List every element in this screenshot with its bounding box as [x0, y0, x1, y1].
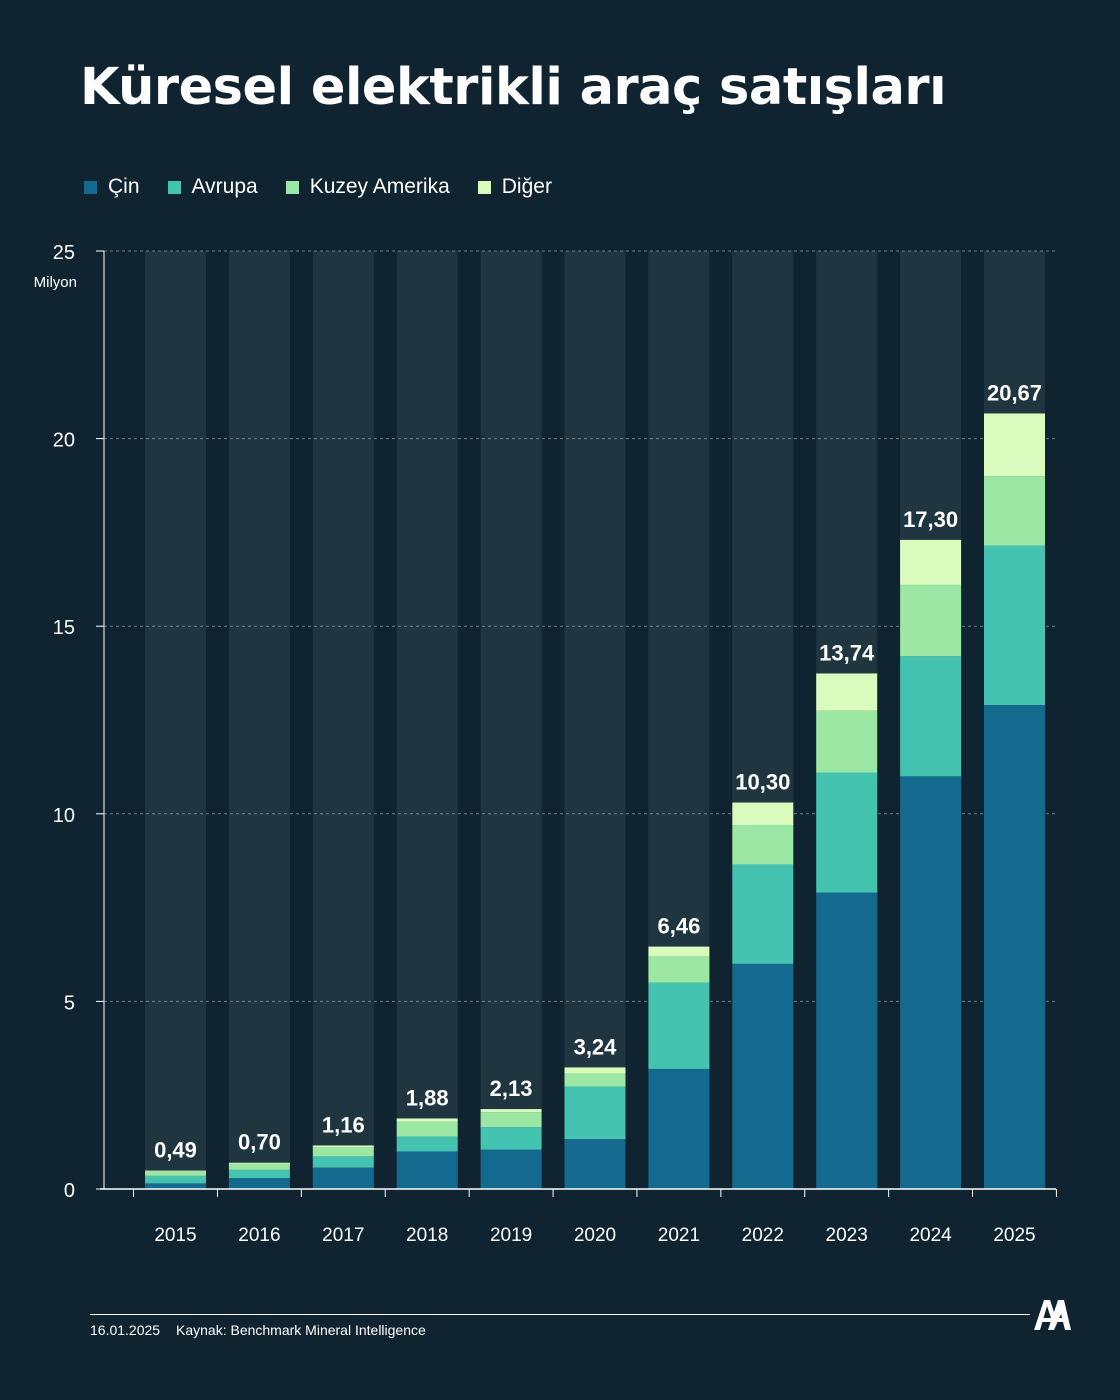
legend-swatch	[167, 180, 181, 194]
x-tick-label-2022: 2022	[742, 1225, 784, 1246]
legend-item-diger: Diğer	[477, 175, 552, 199]
total-label-2018: 1,88	[406, 1085, 449, 1110]
x-tick-label-2018: 2018	[406, 1225, 448, 1246]
x-tick-label-2017: 2017	[322, 1225, 364, 1246]
y-tick-label: 10	[53, 805, 75, 827]
aa-logo-icon: AA	[1034, 1300, 1071, 1330]
bar-segment-avrupa-2015	[145, 1175, 206, 1184]
x-tick-label-2025: 2025	[993, 1225, 1035, 1246]
bar-segment-avrupa-2016	[228, 1169, 290, 1179]
bar-segment-cin-2024	[900, 776, 962, 1189]
y-axis-label: Milyon	[34, 274, 77, 291]
y-tick-label: 20	[53, 430, 75, 452]
footer-source: Kaynak: Benchmark Mineral Intelligence	[176, 1322, 426, 1338]
column-background-2018	[396, 251, 458, 1189]
bar-segment-avrupa-2017	[312, 1156, 374, 1168]
bar-segment-diger-2025	[984, 413, 1045, 477]
bar-segment-avrupa-2024	[900, 656, 962, 777]
total-label-2022: 10,30	[735, 770, 790, 795]
bar-segment-diger-2023	[816, 673, 878, 711]
x-tick-label-2024: 2024	[909, 1225, 952, 1246]
chart-title: Küresel elektrikli araç satışları	[80, 58, 947, 117]
bar-segment-avrupa-2018	[396, 1136, 458, 1152]
bar-segment-diger-2021	[648, 946, 710, 957]
bar-segment-kuzey-amerika-2025	[984, 476, 1045, 546]
bar-segment-cin-2015	[145, 1183, 206, 1189]
bar-segment-cin-2021	[648, 1068, 710, 1189]
x-tick-label-2015: 2015	[154, 1225, 196, 1246]
bar-segment-diger-2022	[732, 802, 794, 826]
bar-segment-diger-2016	[228, 1162, 290, 1164]
total-label-2016: 0,70	[238, 1130, 281, 1155]
bar-segment-diger-2020	[564, 1067, 626, 1074]
bar-segment-avrupa-2021	[648, 982, 710, 1069]
bar-segment-cin-2018	[396, 1151, 458, 1189]
y-tick-label: 5	[64, 992, 75, 1014]
bar-segment-avrupa-2025	[984, 545, 1045, 705]
x-tick-label-2019: 2019	[490, 1225, 532, 1246]
legend-item-cin: Çin	[84, 175, 140, 199]
legend-label: Avrupa	[191, 175, 258, 198]
bar-segment-avrupa-2022	[732, 864, 794, 964]
legend-swatch	[285, 180, 299, 194]
bar-segment-kuzey-amerika-2023	[816, 710, 878, 773]
column-background-2020	[564, 251, 626, 1189]
bar-segment-kuzey-amerika-2021	[648, 956, 710, 983]
bar-segment-kuzey-amerika-2024	[900, 584, 962, 657]
bar-segment-cin-2016	[228, 1178, 290, 1189]
legend-label: Kuzey Amerika	[309, 175, 450, 198]
legend: Çin Avrupa Kuzey Amerika Diğer	[84, 172, 580, 202]
bar-segment-avrupa-2020	[564, 1086, 626, 1140]
footer-divider	[90, 1314, 1030, 1315]
x-tick-label-2020: 2020	[574, 1225, 616, 1246]
bar-segment-kuzey-amerika-2022	[732, 825, 794, 865]
bar-segment-cin-2022	[732, 963, 794, 1189]
bar-segment-kuzey-amerika-2018	[396, 1121, 458, 1137]
total-label-2015: 0,49	[154, 1138, 197, 1163]
bar-segment-diger-2018	[396, 1118, 458, 1122]
x-tick-label-2021: 2021	[658, 1225, 700, 1246]
legend-label: Diğer	[501, 175, 552, 198]
bar-segment-kuzey-amerika-2017	[312, 1147, 374, 1157]
chart-area: 0510152025Milyon0,4920150,7020161,162017…	[34, 242, 1057, 1246]
bar-segment-cin-2025	[984, 704, 1045, 1189]
y-tick-label: 15	[53, 617, 75, 639]
y-tick-label: 25	[53, 242, 75, 264]
column-background-2017	[312, 251, 374, 1189]
column-background-2019	[480, 251, 542, 1189]
bar-segment-avrupa-2023	[816, 772, 878, 893]
bar-segment-diger-2024	[900, 539, 962, 585]
legend-swatch	[84, 180, 97, 194]
bar-segment-kuzey-amerika-2019	[480, 1112, 542, 1128]
bar-segment-diger-2019	[480, 1109, 542, 1113]
x-tick-label-2023: 2023	[826, 1225, 868, 1246]
x-tick-label-2016: 2016	[238, 1225, 280, 1246]
total-label-2025: 20,67	[987, 380, 1042, 405]
bar-segment-cin-2019	[480, 1149, 542, 1189]
legend-item-kuzey-amerika: Kuzey Amerika	[285, 175, 450, 199]
bar-segment-diger-2015	[145, 1170, 206, 1172]
column-background-2015	[145, 251, 206, 1189]
bar-segment-cin-2023	[816, 892, 878, 1189]
bar-segment-kuzey-amerika-2015	[145, 1171, 206, 1176]
footer-date: 16.01.2025	[90, 1322, 161, 1338]
total-label-2024: 17,30	[903, 507, 958, 532]
total-label-2021: 6,46	[657, 914, 700, 939]
legend-swatch	[477, 180, 491, 194]
bar-segment-avrupa-2019	[480, 1127, 542, 1150]
bar-segment-kuzey-amerika-2016	[228, 1163, 290, 1170]
column-background-2016	[228, 251, 290, 1189]
legend-item-avrupa: Avrupa	[167, 175, 258, 199]
bar-segment-cin-2020	[564, 1139, 626, 1189]
total-label-2023: 13,74	[819, 640, 875, 665]
bar-segment-diger-2017	[312, 1145, 374, 1148]
total-label-2019: 2,13	[490, 1076, 533, 1101]
y-tick-label: 0	[64, 1180, 75, 1202]
bar-segment-cin-2017	[312, 1167, 374, 1189]
bar-segment-kuzey-amerika-2020	[564, 1073, 626, 1087]
legend-label: Çin	[108, 175, 140, 198]
total-label-2017: 1,16	[322, 1112, 365, 1137]
total-label-2020: 3,24	[574, 1034, 618, 1059]
